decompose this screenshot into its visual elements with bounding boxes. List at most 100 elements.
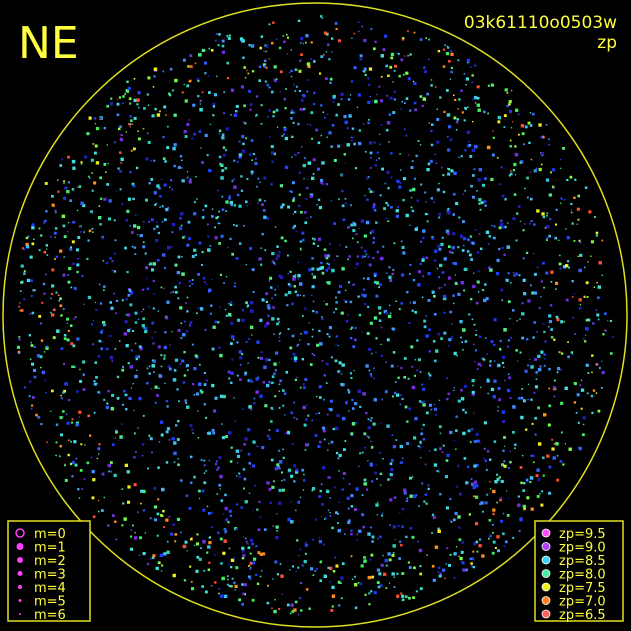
star [174,358,179,362]
star [156,221,158,224]
star [460,89,463,92]
star [293,417,295,419]
star [350,555,353,558]
magnitude-label: m=0 [34,527,66,542]
star [133,409,135,411]
star [359,58,363,61]
star [67,280,71,284]
star [245,537,247,540]
star [167,125,169,128]
star [321,271,325,275]
star [335,114,338,117]
star [241,39,245,43]
star [550,171,552,174]
star [225,200,229,204]
star [176,438,180,441]
star [131,123,133,125]
star [471,565,474,568]
star [240,449,243,452]
star [542,456,545,459]
star [211,215,214,218]
star [479,502,482,506]
star [409,189,412,192]
star [299,294,302,296]
star [300,249,302,251]
star [460,336,462,339]
star [295,570,297,573]
star [174,285,177,289]
star [233,204,237,207]
star [303,473,305,476]
star [229,514,233,517]
star [313,354,316,357]
magnitude-marker [16,543,24,550]
star [574,333,577,335]
star [211,526,214,529]
star [231,358,234,361]
star [202,540,206,544]
star [264,199,266,202]
star [268,280,271,282]
star [202,276,206,280]
star [329,407,333,412]
star [308,322,310,324]
star [189,54,193,58]
star [430,129,433,132]
star [260,263,263,266]
star [81,488,83,490]
star [40,366,42,369]
star [471,148,476,153]
star [102,323,106,327]
star [221,436,225,440]
star [238,242,242,245]
star [249,561,253,565]
star [335,511,338,514]
star [208,47,211,50]
star [529,112,532,114]
star [408,407,411,411]
star [385,128,389,132]
star [365,488,369,491]
star [426,411,429,415]
star [38,227,41,230]
star [361,25,364,28]
star [454,98,457,101]
star [119,435,123,439]
star [172,291,175,293]
star [454,511,458,515]
star [354,267,357,269]
star [532,454,535,458]
star [399,511,401,514]
star [211,347,215,351]
star [368,67,373,71]
star [277,285,279,288]
star [395,439,398,441]
star [273,261,276,264]
star [291,302,294,306]
star [19,309,21,312]
star [266,383,270,388]
star [196,392,200,396]
star [318,206,322,210]
star [321,316,323,318]
star [220,594,224,598]
star [460,281,465,285]
star-field [16,15,614,616]
star [204,72,207,75]
star [97,355,101,358]
star [230,558,235,562]
star [88,116,92,120]
star [186,176,189,179]
star [432,513,435,516]
star [109,334,112,338]
star [368,436,370,439]
star [441,236,444,239]
star [428,374,432,377]
star [359,452,361,455]
star [216,75,218,77]
star [409,301,412,304]
star [244,373,247,376]
star [355,233,358,236]
star [40,234,43,237]
star [157,231,160,235]
